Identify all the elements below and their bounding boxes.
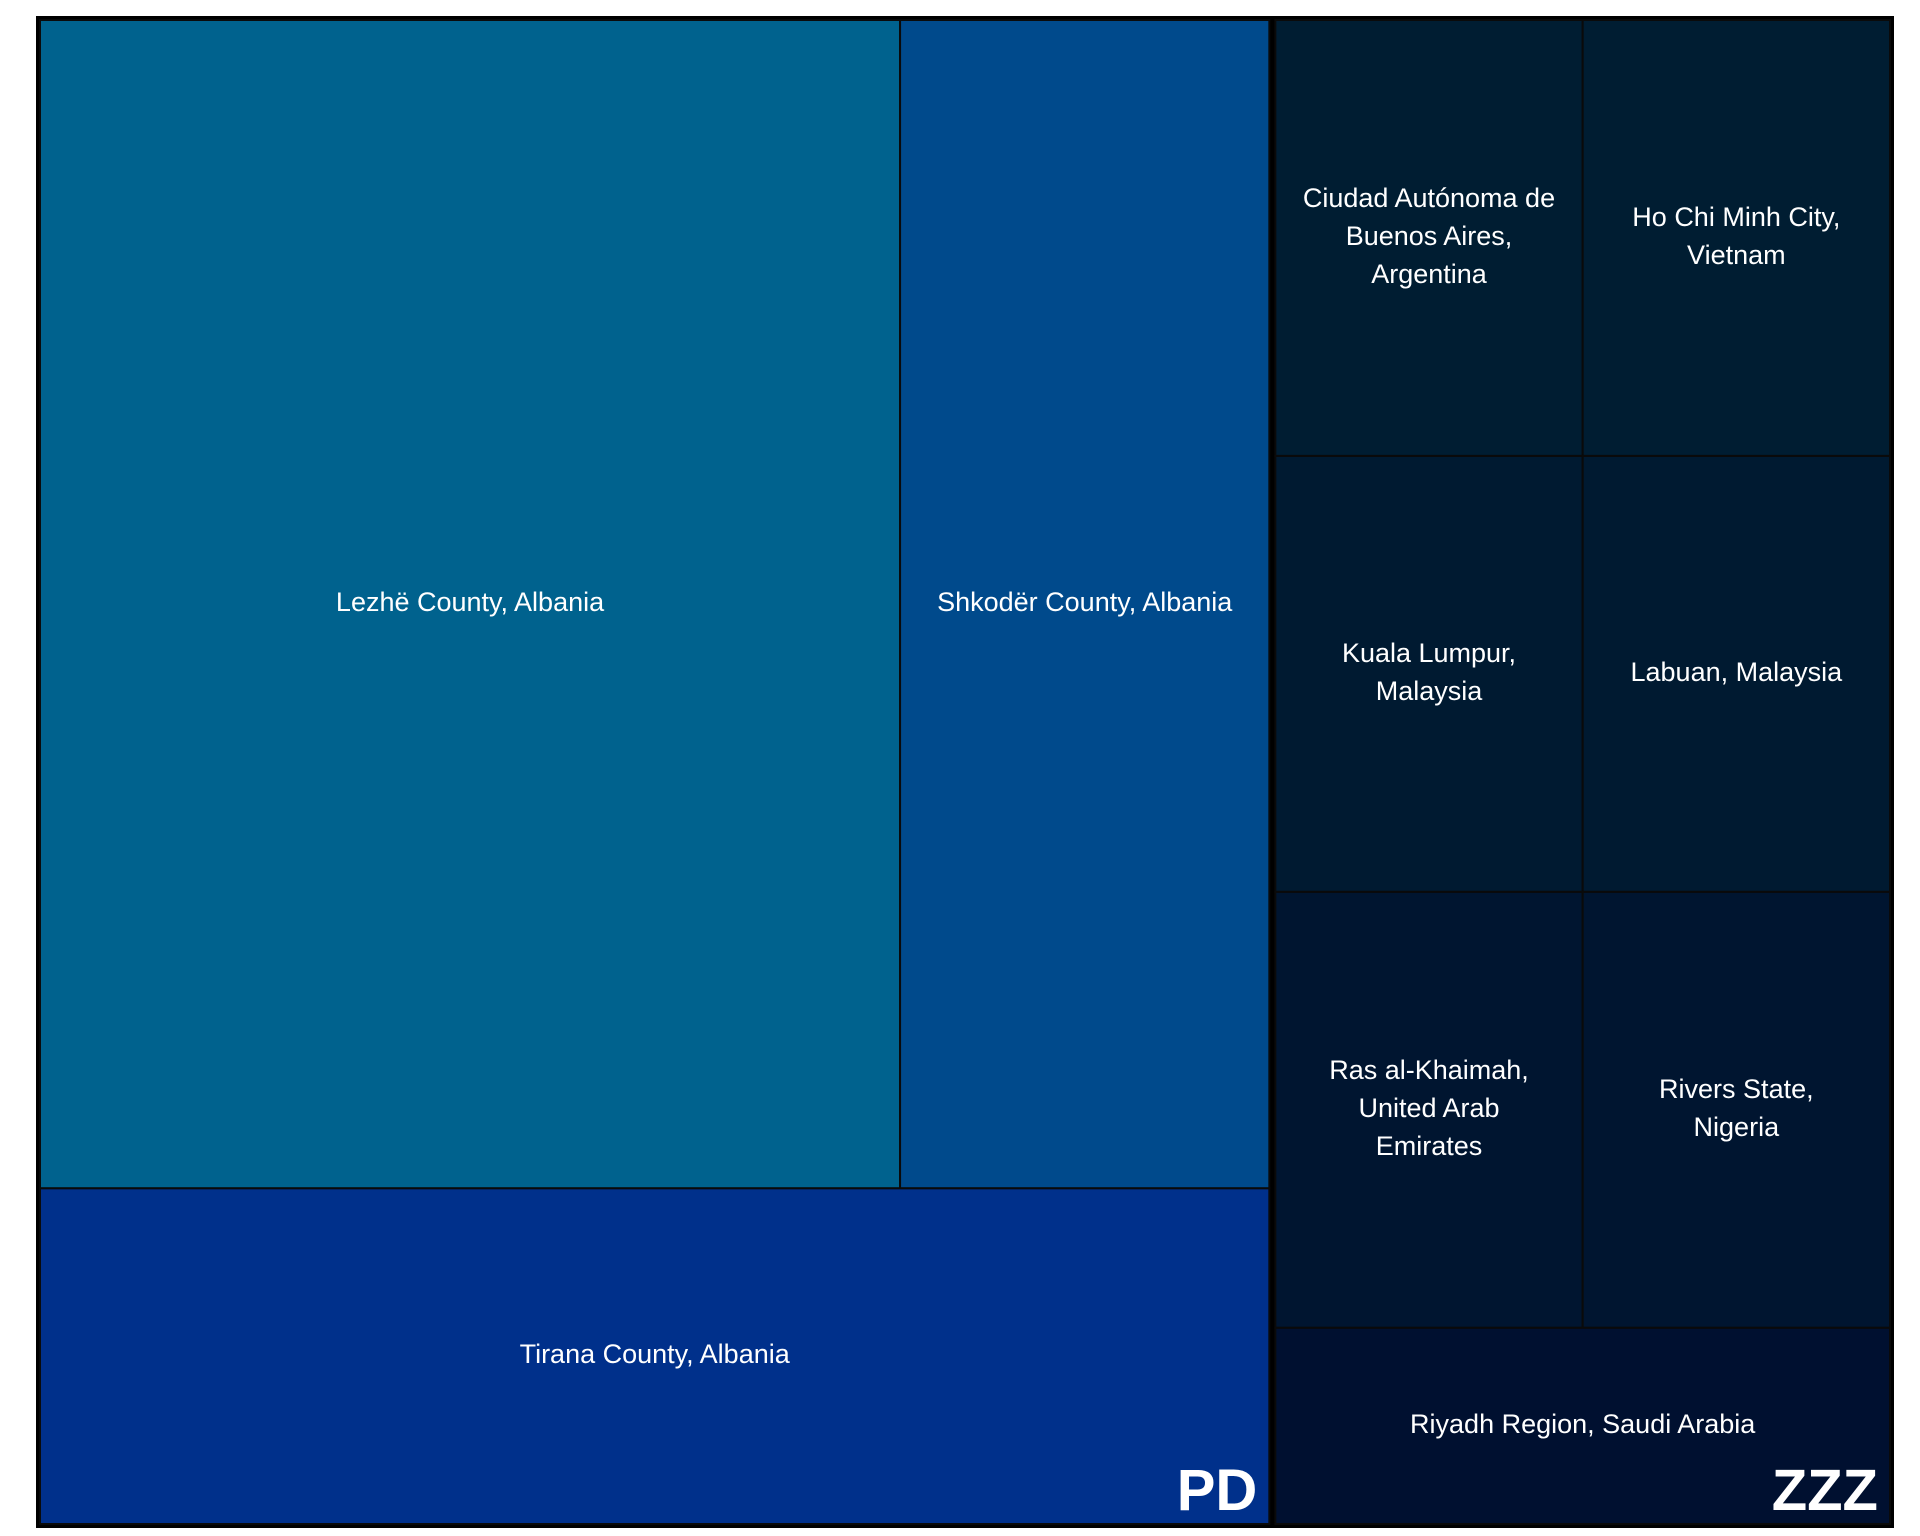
- cell-labuan-label: Labuan, Malaysia: [1631, 657, 1844, 687]
- cell-ras-al-khaimah-rect: [1274, 890, 1584, 1329]
- cell-rivers-state-rect: [1581, 890, 1891, 1329]
- cell-ras-al-khaimah-label: Ras al-Khaimah, United Arab Emirates: [1329, 1055, 1529, 1161]
- cell-shkoder-label: Shkodër County, Albania: [937, 587, 1233, 617]
- cell-lezhe-label: Lezhë County, Albania: [336, 587, 605, 617]
- cell-ho-chi-minh-label: Ho Chi Minh City, Vietnam: [1632, 202, 1840, 270]
- cell-lezhe-rect: [39, 19, 902, 1190]
- cell-riyadh-rect: [1274, 1326, 1892, 1525]
- group-label-zzz: ZZZ: [1772, 1458, 1878, 1523]
- cell-tirana-label: Tirana County, Albania: [520, 1339, 791, 1369]
- cell-shkoder-rect: [899, 19, 1271, 1190]
- cell-labuan-rect: [1581, 454, 1891, 893]
- cell-buenos-aires-rect: [1274, 19, 1584, 457]
- cell-ho-chi-minh-rect: [1581, 19, 1891, 457]
- cell-riyadh-label: Riyadh Region, Saudi Arabia: [1410, 1409, 1756, 1439]
- group-label-pd: PD: [1177, 1458, 1258, 1523]
- cell-tirana-rect: [39, 1187, 1271, 1525]
- cell-kuala-lumpur-rect: [1274, 454, 1584, 893]
- cell-rivers-state-label: Rivers State, Nigeria: [1659, 1074, 1814, 1142]
- cell-buenos-aires-label: Ciudad Autónoma de Buenos Aires, Argentina: [1303, 183, 1555, 289]
- cell-kuala-lumpur-label: Kuala Lumpur, Malaysia: [1342, 638, 1516, 706]
